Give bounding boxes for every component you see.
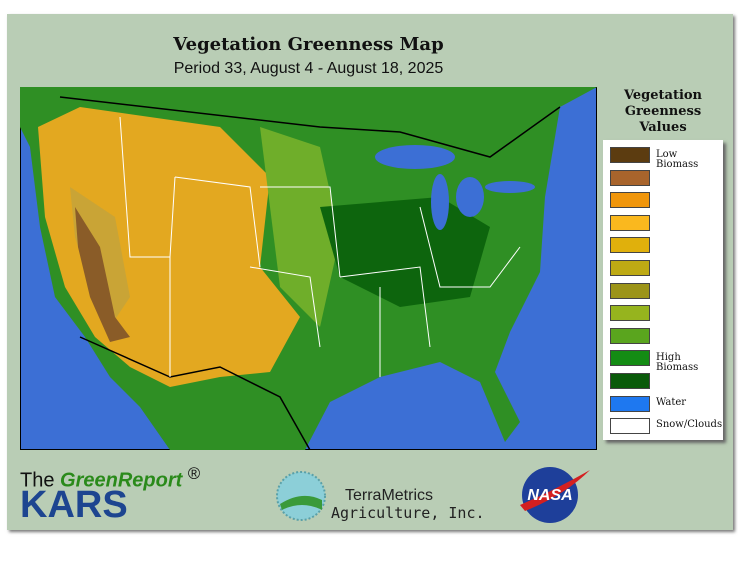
legend-swatch bbox=[610, 327, 650, 344]
greenness-map bbox=[20, 87, 597, 450]
legend-swatch bbox=[610, 237, 650, 254]
legend-swatch bbox=[610, 395, 650, 412]
legend: Low Biomass High Biomass Water Snow/Clouds bbox=[603, 140, 723, 440]
legend-swatch bbox=[610, 282, 650, 299]
legend-label: Snow/Clouds bbox=[656, 419, 723, 431]
legend-label: Low Biomass bbox=[656, 149, 699, 170]
legend-swatch bbox=[610, 147, 650, 163]
logo-text: ® bbox=[187, 464, 201, 483]
legend-swatch bbox=[610, 260, 650, 276]
legend-title: Vegetation Greenness Values bbox=[623, 88, 703, 135]
logo-text: GreenReport bbox=[60, 469, 183, 492]
terrametrics-logo bbox=[276, 471, 326, 521]
legend-swatch bbox=[610, 373, 650, 389]
terrametrics-name: TerraMetrics bbox=[345, 487, 434, 504]
legend-swatch bbox=[610, 350, 650, 367]
greenreport-logo: The GreenReport ® bbox=[20, 464, 200, 493]
legend-swatch bbox=[610, 192, 650, 209]
map-subtitle: Period 33, August 4 - August 18, 2025 bbox=[173, 60, 444, 77]
terrametrics-name: Agriculture, Inc. bbox=[331, 504, 485, 522]
legend-swatch bbox=[610, 305, 650, 322]
nasa-text: NASA bbox=[527, 487, 572, 504]
legend-swatch bbox=[610, 169, 650, 186]
legend-label: Water bbox=[656, 396, 687, 408]
kars-logo: KARS bbox=[20, 484, 128, 526]
map-title: Vegetation Greenness Map bbox=[173, 34, 444, 55]
logo-text: The bbox=[20, 469, 55, 492]
nasa-logo: NASA bbox=[520, 467, 590, 523]
legend-swatch bbox=[610, 214, 650, 231]
legend-label: High Biomass bbox=[656, 352, 699, 374]
legend-swatch bbox=[610, 418, 650, 435]
